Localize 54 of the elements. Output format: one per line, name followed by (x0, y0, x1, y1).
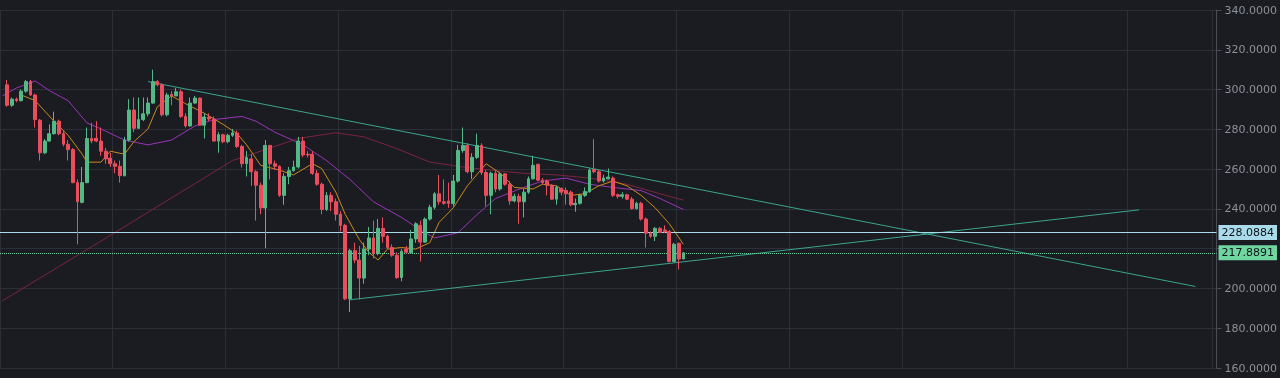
y-tick-label: 300.0000 (1224, 83, 1278, 97)
candlestick (672, 242, 676, 263)
candlestick (404, 245, 408, 255)
candlestick (555, 185, 558, 206)
candlestick (465, 142, 469, 174)
candlestick (400, 248, 403, 282)
candlestick (170, 90, 173, 106)
ref-line-label: 217.8891 (1221, 246, 1275, 260)
candlestick (620, 191, 624, 200)
candlestick (489, 171, 493, 215)
candlestick (653, 226, 657, 242)
candlestick (635, 201, 638, 210)
y-tick-label: 280.0000 (1224, 122, 1278, 136)
candlestick (357, 245, 361, 301)
candlestick (372, 220, 375, 259)
y-tick-label: 340.0000 (1224, 3, 1278, 17)
y-tick-label: 240.0000 (1224, 202, 1278, 216)
candlestick (296, 136, 300, 170)
candlestick (38, 118, 42, 162)
y-tick-label: 180.0000 (1224, 321, 1278, 335)
candlestick (606, 168, 610, 180)
candlestick (494, 169, 497, 193)
candlestick (132, 97, 136, 133)
candlestick (221, 133, 225, 144)
y-tick-label: 160.0000 (1224, 361, 1278, 375)
candlestick (677, 242, 681, 271)
y-tick-label: 200.0000 (1224, 281, 1278, 295)
candlestick (376, 218, 380, 256)
candlestick (682, 251, 685, 260)
candlestick (667, 229, 671, 263)
candlestick (517, 193, 521, 225)
line-series (1, 80, 684, 239)
candlestick (5, 79, 9, 108)
candlestick (198, 97, 202, 127)
candlestick (536, 163, 540, 182)
ref-line-label: 228.0884 (1221, 226, 1275, 240)
candlestick (512, 193, 516, 203)
y-tick-label: 260.0000 (1224, 162, 1278, 176)
candlestick (245, 150, 248, 177)
candlestick (418, 220, 422, 263)
candlestick (498, 171, 502, 192)
candlestick (348, 248, 352, 313)
y-tick-label: 320.0000 (1224, 43, 1278, 57)
candlestick (325, 191, 328, 212)
candlestick (15, 97, 18, 103)
candlestick (226, 133, 230, 144)
candlestick (10, 97, 14, 108)
line-series (1, 132, 684, 302)
line-series (20, 94, 684, 261)
candlestick (217, 131, 220, 154)
candlestick (174, 87, 178, 97)
candlestick (202, 112, 206, 139)
candlestick (263, 139, 267, 249)
candlestick (165, 92, 169, 117)
